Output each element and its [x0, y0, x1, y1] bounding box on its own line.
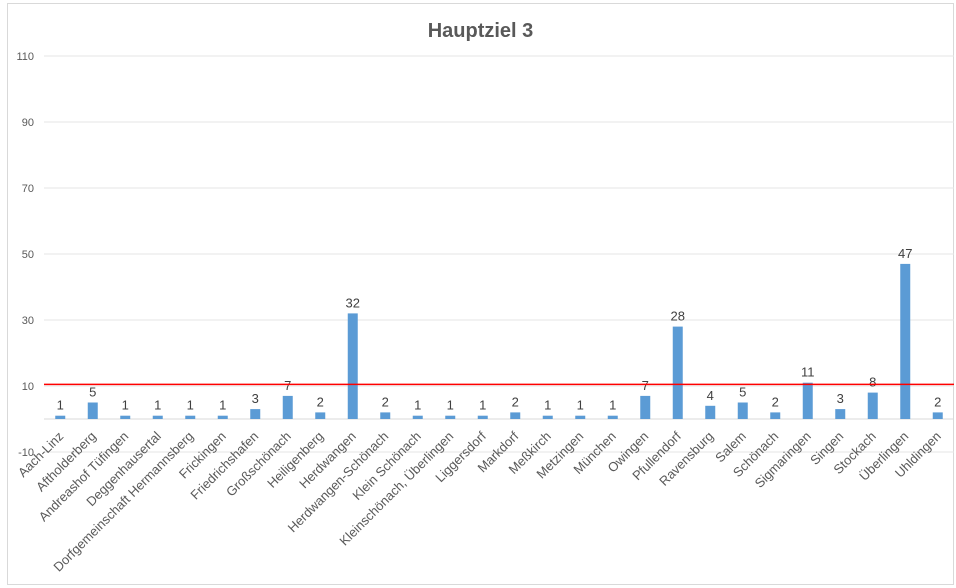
data-label: 1: [447, 398, 454, 413]
bar: [347, 313, 358, 419]
data-label: 1: [154, 398, 161, 413]
data-label: 1: [544, 398, 551, 413]
y-tick-label: -10: [18, 447, 34, 459]
bar: [835, 409, 846, 419]
data-label: 28: [671, 309, 685, 324]
bar: [607, 415, 618, 419]
data-label: 3: [837, 391, 844, 406]
data-label: 5: [739, 385, 746, 400]
data-label: 11: [801, 365, 815, 380]
bar: [932, 412, 943, 419]
data-label: 8: [869, 375, 876, 390]
y-tick-label: 50: [22, 249, 34, 261]
bar: [152, 415, 163, 419]
y-tick-label: 30: [22, 315, 34, 327]
data-label: 1: [414, 398, 421, 413]
data-label: 1: [187, 398, 194, 413]
bar: [315, 412, 326, 419]
chart-frame: Hauptziel 3: [7, 3, 954, 585]
data-label: 3: [252, 391, 259, 406]
data-label: 1: [609, 398, 616, 413]
bar: [640, 395, 651, 419]
bar: [445, 415, 456, 419]
data-label: 7: [284, 378, 291, 393]
bar: [412, 415, 423, 419]
bar: [575, 415, 586, 419]
data-label: 32: [346, 295, 360, 310]
data-label: 2: [934, 394, 941, 409]
bar: [867, 392, 878, 419]
bar: [87, 402, 98, 419]
bar: [705, 405, 716, 419]
data-label: 1: [57, 398, 64, 413]
bar: [770, 412, 781, 419]
bar: [900, 263, 911, 419]
bar: [120, 415, 131, 419]
data-label: 2: [772, 394, 779, 409]
y-tick-label: 110: [16, 51, 34, 63]
bar: [282, 395, 293, 419]
bar: [250, 409, 261, 419]
data-label: 7: [642, 378, 649, 393]
bar: [672, 326, 683, 419]
data-label: 1: [577, 398, 584, 413]
bar: [477, 415, 488, 419]
data-label: 2: [382, 394, 389, 409]
bar: [185, 415, 196, 419]
data-label: 47: [898, 246, 912, 261]
data-label: 1: [219, 398, 226, 413]
data-label: 5: [89, 385, 96, 400]
y-tick-label: 10: [22, 381, 34, 393]
bar: [737, 402, 748, 419]
data-label: 2: [317, 394, 324, 409]
data-label: 2: [512, 394, 519, 409]
bar: [380, 412, 391, 419]
y-tick-label: 70: [22, 183, 34, 195]
bar: [217, 415, 228, 419]
data-label: 4: [707, 388, 714, 403]
data-label: 1: [122, 398, 129, 413]
bar: [802, 382, 813, 419]
y-tick-label: 90: [22, 117, 34, 129]
data-label: 1: [479, 398, 486, 413]
chart-title: Hauptziel 3: [427, 20, 534, 42]
bar: [510, 412, 521, 419]
bar: [542, 415, 553, 419]
bar: [55, 415, 66, 419]
